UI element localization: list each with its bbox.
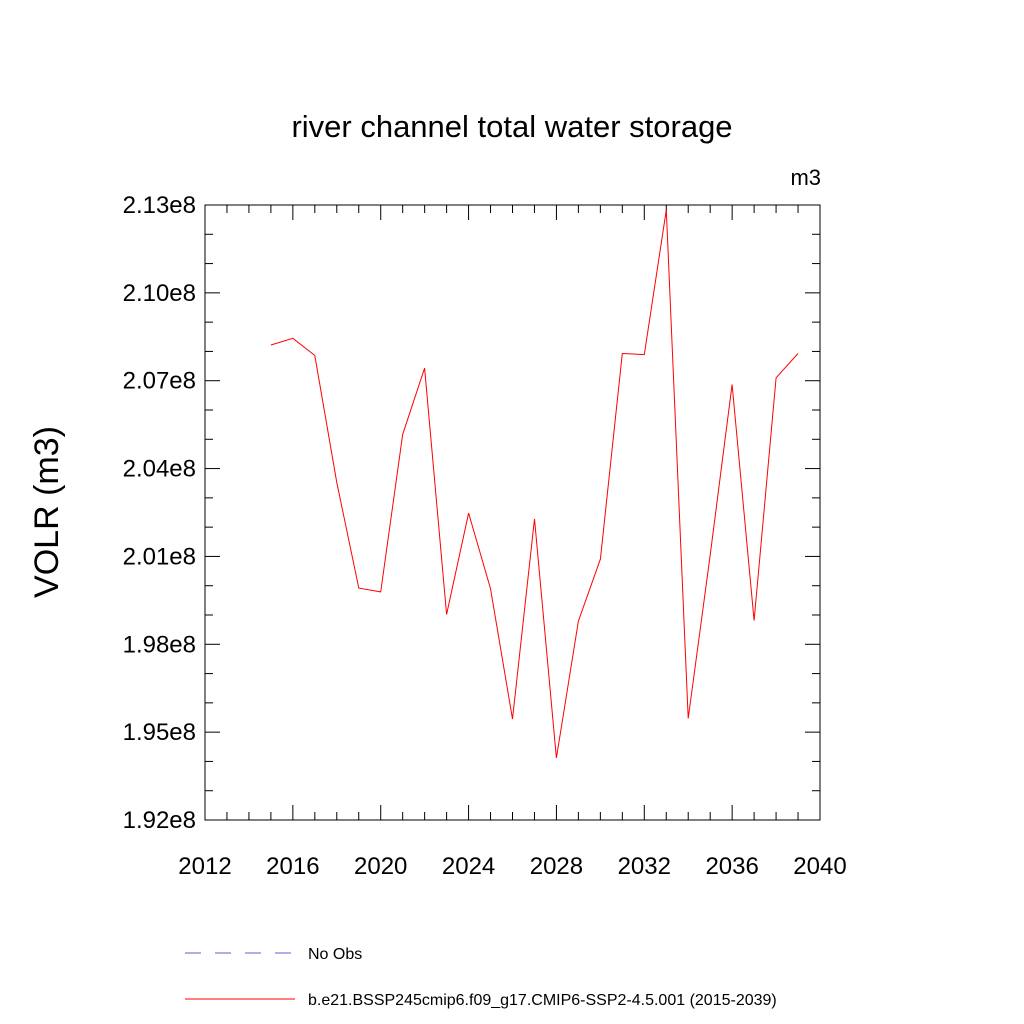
legend-label: b.e21.BSSP245cmip6.f09_g17.CMIP6-SSP2-4.… [308,992,777,1009]
data-point [731,383,733,385]
data-point [621,352,623,354]
data-point [577,620,579,622]
x-tick-label: 2032 [618,853,671,880]
units-label: m3 [790,165,821,190]
y-tick-label: 1.92e8 [123,807,196,834]
x-tick-label: 2020 [354,853,407,880]
data-point [380,591,382,593]
chart-title: river channel total water storage [291,109,732,144]
x-tick-label: 2016 [266,853,319,880]
x-tick-label: 2024 [442,853,495,880]
data-point [643,353,645,355]
data-point [401,433,403,435]
x-tick-label: 2040 [793,853,846,880]
data-point [533,518,535,520]
y-tick-label: 2.07e8 [123,368,196,395]
data-point [270,344,272,346]
plot-frame [204,204,821,821]
legend-label: No Obs [308,946,362,963]
legend: No Obs b.e21.BSSP245cmip6.f09_g17.CMIP6-S… [185,946,777,1009]
y-tick-label: 1.95e8 [123,719,196,746]
y-tick-label: 2.01e8 [123,543,196,570]
x-tick-label: 2012 [178,853,231,880]
data-point [358,587,360,589]
data-point [687,717,689,719]
series-line-0 [270,209,799,758]
data-point [314,354,316,356]
x-tick-label: 2036 [705,853,758,880]
y-tick-label: 2.13e8 [123,192,196,219]
y-tick-label: 2.10e8 [123,280,196,307]
data-point [555,757,557,759]
data-point [599,558,601,560]
series-layer [270,209,799,759]
data-point [467,512,469,514]
data-point [292,337,294,339]
data-point [665,209,667,211]
data-point [797,352,799,354]
y-tick-label: 1.98e8 [123,631,196,658]
data-point [445,613,447,615]
y-tick-label: 2.04e8 [123,456,196,483]
data-point [775,377,777,379]
x-tick-label: 2028 [530,853,583,880]
data-point [709,554,711,556]
y-axis-label: VOLR (m3) [28,426,66,598]
data-point [423,367,425,369]
data-point [511,718,513,720]
axis-ticks: 2012 2016 2020 2024 2028 2032 2036 2040 1.92e8 1.… [123,192,847,880]
data-point [753,619,755,621]
data-point [489,587,491,589]
data-point [336,481,338,483]
